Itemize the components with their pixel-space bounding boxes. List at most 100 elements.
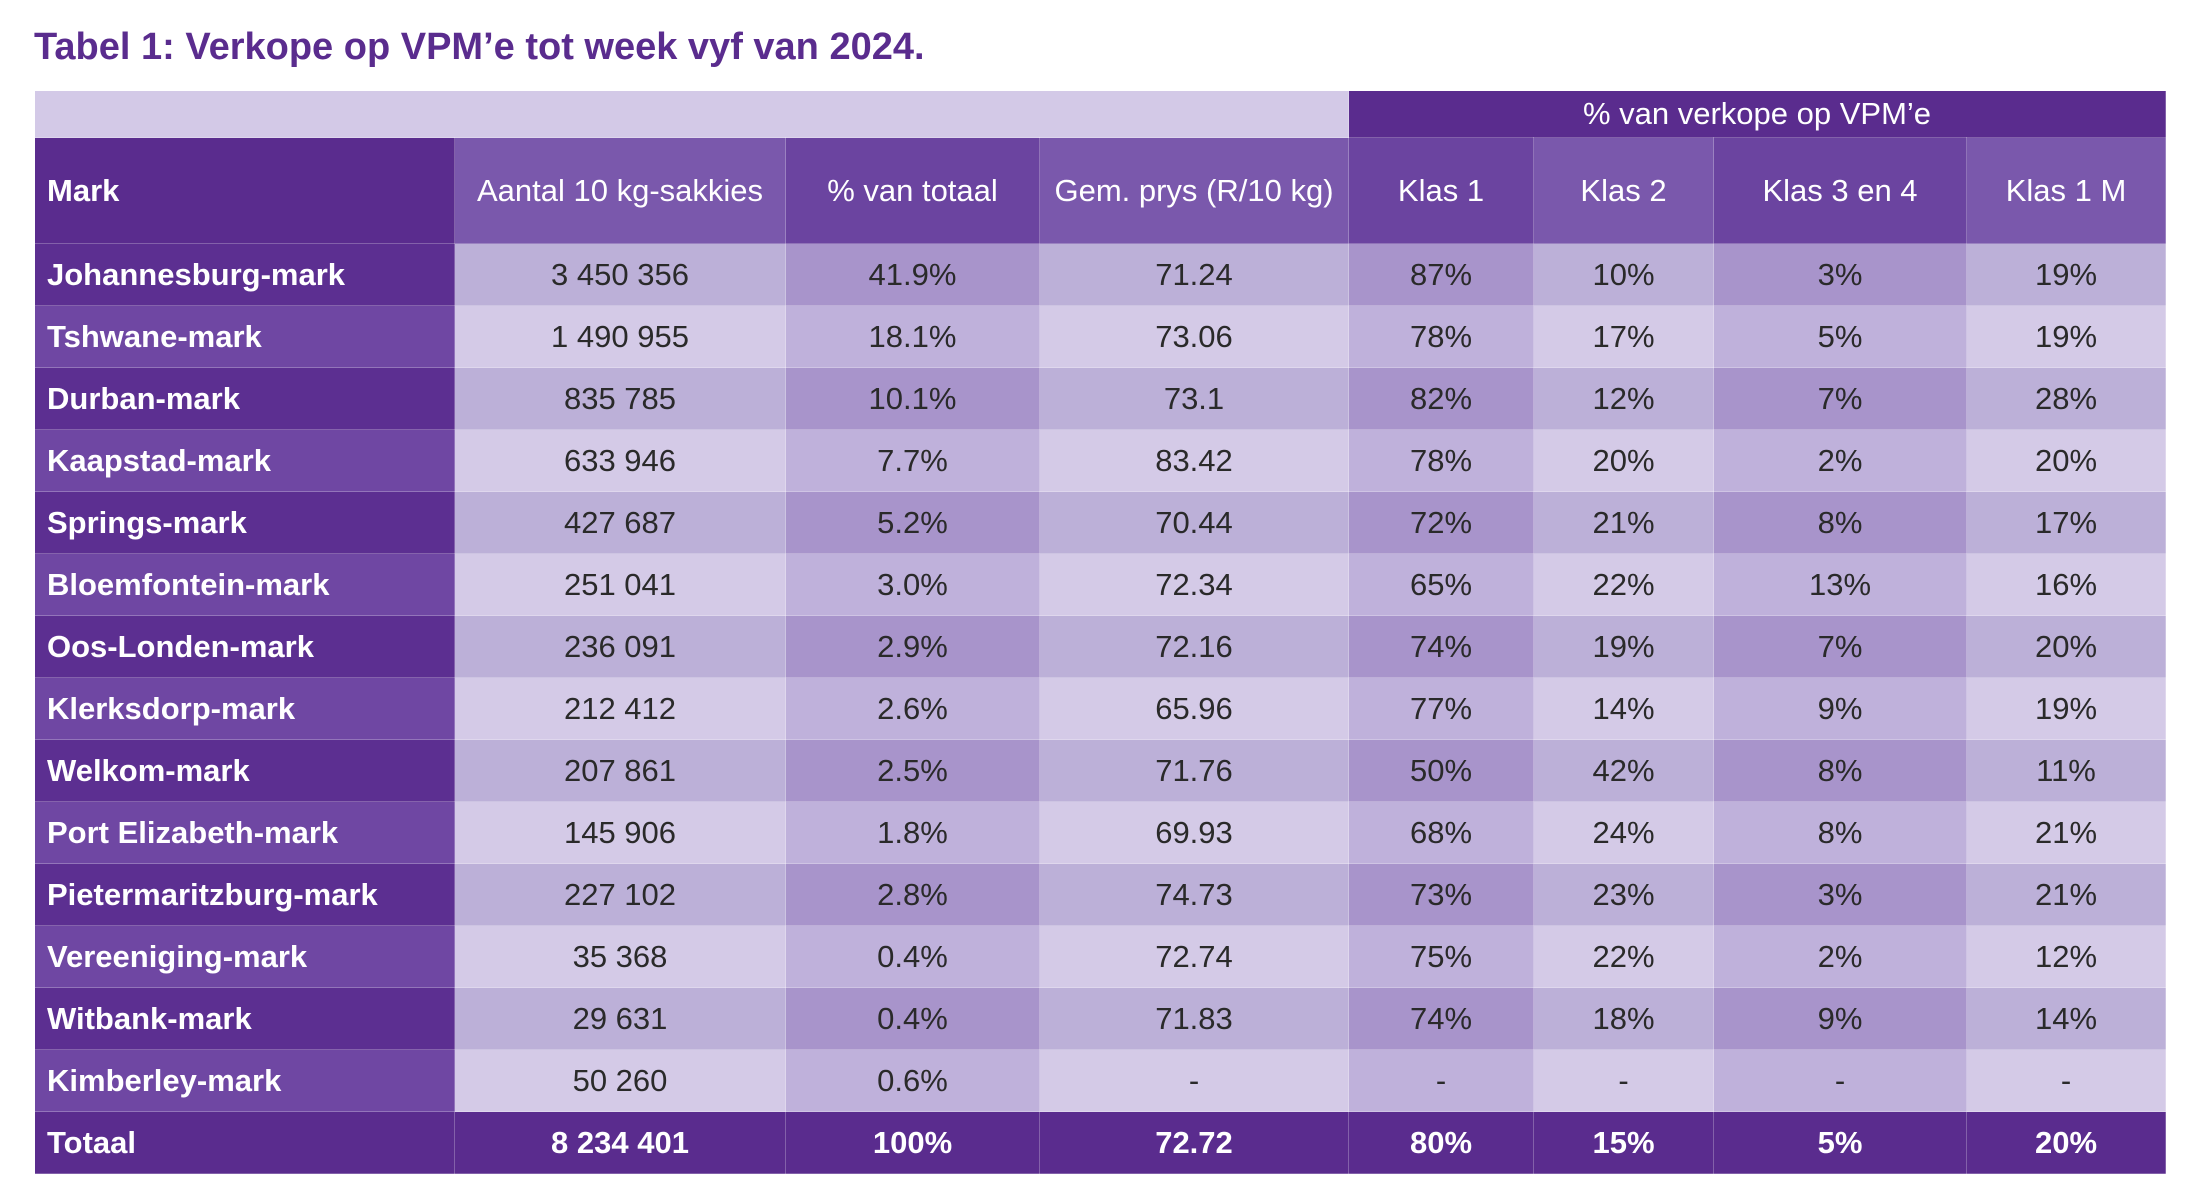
table-cell: 42% <box>1533 739 1714 802</box>
column-header: Klas 2 <box>1533 137 1714 244</box>
table-cell: 10% <box>1533 243 1714 306</box>
table-cell: 11% <box>1965 739 2167 802</box>
table-cell: 227 102 <box>454 863 786 926</box>
table-cell: 69.93 <box>1039 801 1349 864</box>
table-cell: 14% <box>1965 987 2167 1050</box>
table-cell: 7.7% <box>785 429 1040 492</box>
table-cell: 19% <box>1965 243 2167 306</box>
table-cell: 24% <box>1533 801 1714 864</box>
table-cell: 74.73 <box>1039 863 1349 926</box>
total-cell: 80% <box>1348 1111 1534 1174</box>
table-cell: 3 450 356 <box>454 243 786 306</box>
table-cell: 73.1 <box>1039 367 1349 430</box>
table-row: % van verkope op VPM’e <box>34 90 2167 138</box>
table-cell: 41.9% <box>785 243 1040 306</box>
table-cell: 0.6% <box>785 1049 1040 1112</box>
table-cell: 21% <box>1965 863 2167 926</box>
table-cell: 145 906 <box>454 801 786 864</box>
table-cell: 2% <box>1713 925 1967 988</box>
table-cell: 0.4% <box>785 925 1040 988</box>
table-cell: 835 785 <box>454 367 786 430</box>
table-cell: 75% <box>1348 925 1534 988</box>
table-cell: 82% <box>1348 367 1534 430</box>
column-header: Klas 1 M <box>1965 137 2167 244</box>
market-name: Klerksdorp-mark <box>34 677 455 740</box>
table-cell: 74% <box>1348 615 1534 678</box>
market-name: Oos-Londen-mark <box>34 615 455 678</box>
table-row: Welkom-mark 207 861 2.5% 71.76 50% 42% 8% 11% <box>34 739 2167 802</box>
table-cell: 20% <box>1965 429 2167 492</box>
table-cell: 16% <box>1965 553 2167 616</box>
column-header: Klas 3 en 4 <box>1713 137 1967 244</box>
table-cell: - <box>1348 1049 1534 1112</box>
table-cell: 50% <box>1348 739 1534 802</box>
table-cell: 17% <box>1533 305 1714 368</box>
column-header: Aantal 10 kg-sakkies <box>454 137 786 244</box>
table-cell: 18% <box>1533 987 1714 1050</box>
table-cell: 28% <box>1965 367 2167 430</box>
table-cell: 8% <box>1713 801 1967 864</box>
table-cell: 87% <box>1348 243 1534 306</box>
table-cell: 427 687 <box>454 491 786 554</box>
total-cell: 5% <box>1713 1111 1967 1174</box>
table-cell: 1.8% <box>785 801 1040 864</box>
table-cell: 22% <box>1533 553 1714 616</box>
table-cell: 35 368 <box>454 925 786 988</box>
table-cell: 72.16 <box>1039 615 1349 678</box>
table-cell: 2.6% <box>785 677 1040 740</box>
total-cell: 100% <box>785 1111 1040 1174</box>
table-cell: 9% <box>1713 677 1967 740</box>
table-cell: 17% <box>1965 491 2167 554</box>
table-cell: 65.96 <box>1039 677 1349 740</box>
table-cell: - <box>1713 1049 1967 1112</box>
table-row: Johannesburg-mark 3 450 356 41.9% 71.24 87% 1… <box>34 243 2167 306</box>
table-cell: 72% <box>1348 491 1534 554</box>
table-cell: 12% <box>1965 925 2167 988</box>
table-cell: 72.74 <box>1039 925 1349 988</box>
table-cell: 19% <box>1965 305 2167 368</box>
table-cell: 251 041 <box>454 553 786 616</box>
table-row: Witbank-mark 29 631 0.4% 71.83 74% 18% 9% 14% <box>34 987 2167 1050</box>
table-cell: 78% <box>1348 429 1534 492</box>
table-cell: 5.2% <box>785 491 1040 554</box>
empty-header <box>34 90 1349 138</box>
table-cell: 73% <box>1348 863 1534 926</box>
table-cell: 1 490 955 <box>454 305 786 368</box>
table-row: Oos-Londen-mark 236 091 2.9% 72.16 74% 19% 7% 2… <box>34 615 2167 678</box>
table-cell: 0.4% <box>785 987 1040 1050</box>
table-cell: 8% <box>1713 739 1967 802</box>
table-cell: 68% <box>1348 801 1534 864</box>
table-row: Tshwane-mark 1 490 955 18.1% 73.06 78% 17% 5% 1… <box>34 305 2167 368</box>
column-header: Gem. prys (R/10 kg) <box>1039 137 1349 244</box>
table-cell: 21% <box>1965 801 2167 864</box>
column-header: Klas 1 <box>1348 137 1534 244</box>
table-cell: 7% <box>1713 615 1967 678</box>
market-name: Kimberley-mark <box>34 1049 455 1112</box>
table-cell: 74% <box>1348 987 1534 1050</box>
table-cell: 20% <box>1965 615 2167 678</box>
table-row: Pietermaritzburg-mark 227 102 2.8% 74.73 73%… <box>34 863 2167 926</box>
table-cell: 22% <box>1533 925 1714 988</box>
table-cell: 7% <box>1713 367 1967 430</box>
total-cell: 15% <box>1533 1111 1714 1174</box>
table-cell: 2.5% <box>785 739 1040 802</box>
table-row: Durban-mark 835 785 10.1% 73.1 82% 12% 7% 28% <box>34 367 2167 430</box>
table-cell: 207 861 <box>454 739 786 802</box>
total-cell: 8 234 401 <box>454 1111 786 1174</box>
market-name: Vereeniging-mark <box>34 925 455 988</box>
table-cell: 13% <box>1713 553 1967 616</box>
table-row: Port Elizabeth-mark 145 906 1.8% 69.93 68% 24… <box>34 801 2167 864</box>
table-cell: 3.0% <box>785 553 1040 616</box>
table-cell: 77% <box>1348 677 1534 740</box>
table-cell: 21% <box>1533 491 1714 554</box>
market-name: Bloemfontein-mark <box>34 553 455 616</box>
table-cell: 19% <box>1965 677 2167 740</box>
table-row: Kaapstad-mark 633 946 7.7% 83.42 78% 20% 2% 20% <box>34 429 2167 492</box>
table-cell: 65% <box>1348 553 1534 616</box>
table-cell: 212 412 <box>454 677 786 740</box>
table-title: Tabel 1: Verkope op VPM’e tot week vyf v… <box>34 26 925 68</box>
table-cell: 18.1% <box>785 305 1040 368</box>
table-cell: 9% <box>1713 987 1967 1050</box>
table-cell: 70.44 <box>1039 491 1349 554</box>
total-label: Totaal <box>34 1111 455 1174</box>
